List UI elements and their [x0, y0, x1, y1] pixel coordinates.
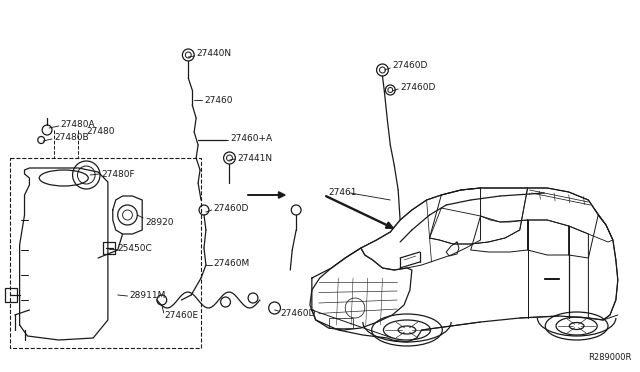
- Text: 27460D: 27460D: [392, 61, 428, 70]
- Text: 27480B: 27480B: [54, 132, 88, 141]
- Text: 27460D: 27460D: [280, 308, 316, 317]
- Text: 27480F: 27480F: [101, 170, 134, 179]
- Text: 27440N: 27440N: [196, 48, 231, 58]
- Bar: [103, 242, 115, 254]
- Text: 28920: 28920: [145, 218, 173, 227]
- Text: 27461: 27461: [328, 187, 357, 196]
- Text: 27441N: 27441N: [237, 154, 273, 163]
- Text: 28911M: 28911M: [129, 291, 166, 299]
- Text: 27460D: 27460D: [400, 83, 435, 92]
- Text: 27460+A: 27460+A: [230, 134, 273, 142]
- Text: 27460D: 27460D: [214, 203, 249, 212]
- Text: 27460M: 27460M: [214, 260, 250, 269]
- Bar: [10, 158, 201, 348]
- Text: 27460: 27460: [204, 96, 232, 105]
- Text: 27480A: 27480A: [61, 119, 95, 128]
- Text: R289000R: R289000R: [588, 353, 632, 362]
- Bar: [5, 288, 17, 302]
- Bar: [328, 318, 353, 328]
- Text: 25450C: 25450C: [118, 244, 152, 253]
- Text: 27480: 27480: [86, 126, 115, 135]
- Text: 27460E: 27460E: [164, 311, 199, 320]
